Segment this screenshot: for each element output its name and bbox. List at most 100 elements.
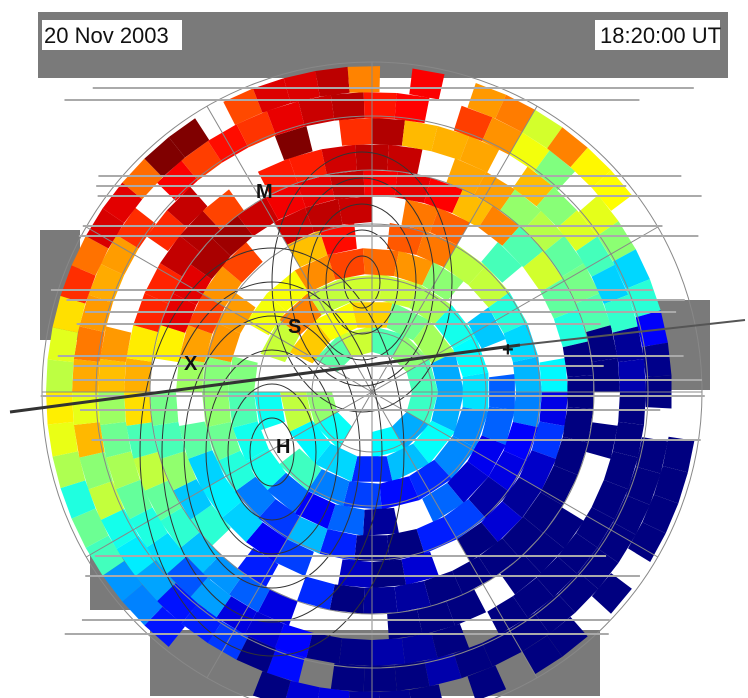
cell <box>406 392 438 425</box>
marker: + <box>502 339 514 361</box>
cell <box>52 451 86 489</box>
cell <box>509 612 550 652</box>
cell <box>190 238 231 280</box>
cell <box>502 516 544 558</box>
contour <box>227 383 317 521</box>
cell <box>338 559 372 588</box>
meridian <box>85 391 373 558</box>
cell <box>146 210 187 252</box>
cell <box>257 589 298 626</box>
cell <box>422 261 464 302</box>
meridian <box>371 391 659 558</box>
cell <box>453 642 493 679</box>
cell <box>413 320 455 364</box>
cell <box>635 437 668 474</box>
cell <box>544 235 584 277</box>
cell <box>116 207 156 249</box>
cell <box>642 494 679 534</box>
cell <box>73 326 105 362</box>
cell <box>306 632 343 664</box>
cell <box>512 577 554 618</box>
cell <box>597 522 636 563</box>
cell <box>160 235 200 277</box>
cell <box>122 158 163 200</box>
cell <box>431 623 470 658</box>
cell <box>60 265 96 304</box>
cell <box>88 481 125 520</box>
cell <box>417 601 456 635</box>
cell <box>459 135 500 173</box>
cell <box>522 635 563 675</box>
cell <box>157 160 198 201</box>
cell <box>216 450 256 492</box>
cell <box>221 241 263 283</box>
cell <box>401 120 438 152</box>
cell <box>478 538 520 579</box>
cell <box>102 561 143 602</box>
cell <box>252 671 291 698</box>
cell <box>500 554 542 595</box>
cell <box>265 183 306 220</box>
cell <box>394 660 430 691</box>
cell <box>202 266 242 307</box>
cell <box>578 548 619 589</box>
cell <box>216 596 257 635</box>
cell <box>509 132 550 172</box>
cell <box>124 358 153 392</box>
cell <box>401 199 439 233</box>
cell <box>557 572 599 613</box>
cell <box>481 241 523 283</box>
cell <box>447 461 489 503</box>
cell <box>327 504 365 536</box>
cell <box>85 208 125 249</box>
cell <box>260 319 300 363</box>
cell <box>453 105 493 142</box>
cell <box>562 341 594 377</box>
contour <box>183 315 361 589</box>
cell <box>628 522 666 562</box>
cell <box>72 359 100 392</box>
cell <box>557 532 598 574</box>
cell <box>387 222 425 255</box>
cell <box>495 94 535 133</box>
cell <box>274 539 314 577</box>
cell <box>60 480 96 519</box>
cell <box>481 406 515 445</box>
cell <box>379 689 411 698</box>
cell <box>146 532 187 574</box>
cell <box>487 596 528 635</box>
cell <box>319 222 357 255</box>
cell <box>540 465 578 506</box>
cell <box>179 210 221 252</box>
cell <box>126 325 159 362</box>
cell <box>553 436 589 475</box>
cell <box>297 174 335 208</box>
contour <box>325 229 399 335</box>
cell <box>252 78 291 113</box>
date-box <box>42 20 182 50</box>
cell <box>452 407 489 449</box>
cell <box>570 147 611 188</box>
meridian <box>206 105 373 393</box>
cell <box>327 248 365 280</box>
cell <box>98 359 126 392</box>
cell <box>597 221 636 262</box>
cell <box>318 687 350 698</box>
cell <box>519 450 557 490</box>
contour <box>139 247 405 657</box>
grid <box>41 61 703 698</box>
cells <box>46 66 695 698</box>
cell <box>394 581 431 613</box>
cell <box>467 307 506 349</box>
cell <box>468 476 510 519</box>
cell <box>540 278 578 319</box>
cell <box>653 466 688 504</box>
cell <box>618 359 646 392</box>
cell <box>372 326 405 358</box>
cell <box>482 629 522 667</box>
cell <box>274 623 313 658</box>
cell <box>424 653 462 687</box>
cell <box>236 111 276 148</box>
